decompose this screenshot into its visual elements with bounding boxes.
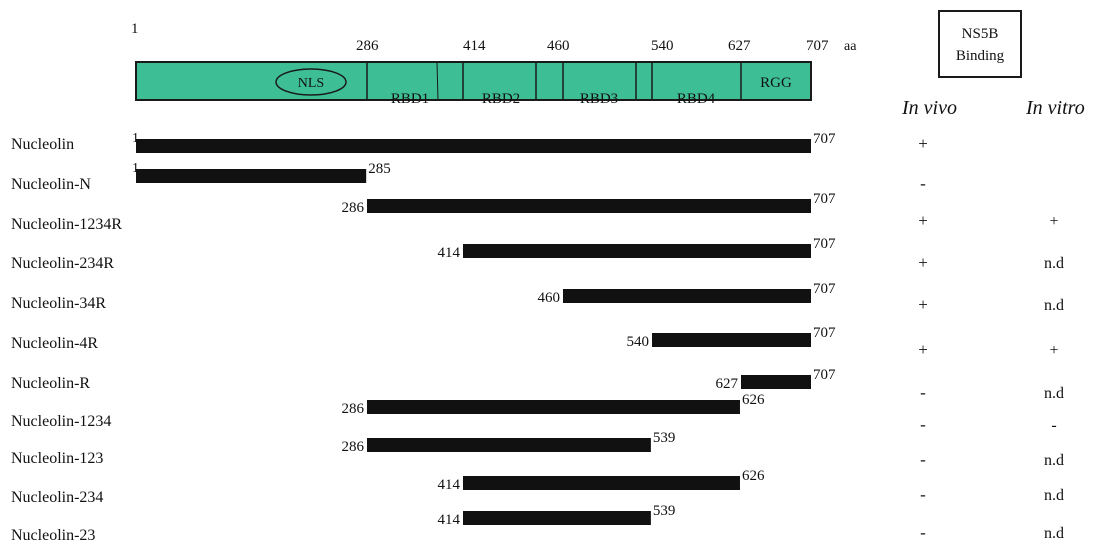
domain-divider xyxy=(436,61,439,101)
construct-start-label: 286 xyxy=(342,401,365,417)
in-vitro-result: n.d xyxy=(1044,255,1064,272)
construct-start-label: 286 xyxy=(342,200,365,216)
construct-start-label: 414 xyxy=(438,477,461,493)
construct-name-label: Nucleolin-234 xyxy=(11,489,103,506)
construct-name-label: Nucleolin-234R xyxy=(11,255,114,272)
construct-name-label: Nucleolin xyxy=(11,136,74,153)
construct-end-label: 707 xyxy=(813,131,836,147)
in-vivo-result: - xyxy=(920,523,926,542)
construct-end-label: 707 xyxy=(813,325,836,341)
rbd4-label: RBD4 xyxy=(677,91,716,107)
construct-end-label: 707 xyxy=(813,236,836,252)
in-vitro-result: n.d xyxy=(1044,487,1064,504)
construct-bar xyxy=(463,511,651,525)
domain-map: 1 286 414 460 540 627 707 aa NLS RBD1 RB… xyxy=(131,21,857,107)
rgg-label: RGG xyxy=(760,75,792,91)
domain-position-286: 286 xyxy=(356,38,379,54)
construct-rows: Nucleolin 1 707 + Nucleolin-N 1 285 - Nucleolin-… xyxy=(11,131,1064,544)
domain-position-414: 414 xyxy=(463,38,486,54)
nls-ellipse xyxy=(275,68,347,96)
domain-bar xyxy=(135,61,812,101)
construct-end-label: 707 xyxy=(813,367,836,383)
in-vivo-result: + xyxy=(918,340,928,359)
in-vivo-result: - xyxy=(920,174,926,193)
construct-bar xyxy=(367,400,740,414)
in-vitro-result: n.d xyxy=(1044,452,1064,469)
construct-bar xyxy=(136,169,367,183)
ns5b-binding-title-line2: Binding xyxy=(956,48,1005,64)
construct-start-label: 627 xyxy=(716,376,739,392)
in-vitro-result: + xyxy=(1049,213,1058,230)
in-vitro-result: - xyxy=(1051,417,1056,434)
construct-bar xyxy=(741,375,811,389)
construct-end-label: 539 xyxy=(653,503,676,519)
construct-name-label: Nucleolin-123 xyxy=(11,450,103,467)
ns5b-binding-title-line1: NS5B xyxy=(962,26,999,42)
in-vivo-result: - xyxy=(920,450,926,469)
construct-name-label: Nucleolin-1234 xyxy=(11,413,111,430)
construct-bar xyxy=(563,289,811,303)
construct-end-label: 539 xyxy=(653,430,676,446)
construct-start-label: 286 xyxy=(342,439,365,455)
construct-bar xyxy=(463,244,811,258)
in-vitro-result: n.d xyxy=(1044,525,1064,542)
domain-position-707: 707 xyxy=(806,38,829,54)
construct-bar xyxy=(652,333,811,347)
construct-start-label: 414 xyxy=(438,245,461,261)
domain-start-label: 1 xyxy=(131,21,139,37)
domain-position-460: 460 xyxy=(547,38,570,54)
construct-bar xyxy=(463,476,740,490)
rbd3-label: RBD3 xyxy=(580,91,618,107)
construct-end-label: 626 xyxy=(742,468,765,484)
rbd2-label: RBD2 xyxy=(482,91,520,107)
construct-name-label: Nucleolin-N xyxy=(11,176,91,193)
domain-unit-label: aa xyxy=(844,39,857,54)
construct-end-label: 707 xyxy=(813,281,836,297)
construct-start-label: 540 xyxy=(627,334,650,350)
construct-start-label: 414 xyxy=(438,512,461,528)
construct-bar xyxy=(136,139,811,153)
construct-name-label: Nucleolin-4R xyxy=(11,335,98,352)
rbd1-label: RBD1 xyxy=(391,91,429,107)
in-vitro-result: n.d xyxy=(1044,297,1064,314)
in-vivo-result: + xyxy=(918,295,928,314)
in-vivo-result: + xyxy=(918,134,928,153)
in-vitro-result: + xyxy=(1049,342,1058,359)
ns5b-binding-box xyxy=(938,10,1022,78)
in-vivo-result: + xyxy=(918,253,928,272)
in-vivo-result: + xyxy=(918,211,928,230)
construct-bar xyxy=(367,438,651,452)
construct-name-label: Nucleolin-23 xyxy=(11,527,95,544)
in-vivo-result: - xyxy=(920,383,926,402)
domain-position-540: 540 xyxy=(651,38,674,54)
construct-start-label: 1 xyxy=(132,161,139,176)
nls-label: NLS xyxy=(298,76,324,91)
construct-start-label: 1 xyxy=(132,131,139,146)
construct-name-label: Nucleolin-R xyxy=(11,375,90,392)
in-vivo-result: - xyxy=(920,415,926,434)
construct-start-label: 460 xyxy=(538,290,561,306)
in-vitro-result: n.d xyxy=(1044,385,1064,402)
construct-end-label: 626 xyxy=(742,392,765,408)
construct-bar xyxy=(367,199,811,213)
domain-position-627: 627 xyxy=(728,38,751,54)
construct-name-label: Nucleolin-34R xyxy=(11,295,106,312)
in-vivo-column-header: In vivo xyxy=(901,97,957,119)
construct-end-label: 707 xyxy=(813,191,836,207)
binding-header: NS5B Binding In vivo In vitro xyxy=(901,10,1085,119)
construct-name-label: Nucleolin-1234R xyxy=(11,216,122,233)
in-vivo-result: - xyxy=(920,485,926,504)
in-vitro-column-header: In vitro xyxy=(1025,97,1085,119)
construct-end-label: 285 xyxy=(368,161,391,177)
